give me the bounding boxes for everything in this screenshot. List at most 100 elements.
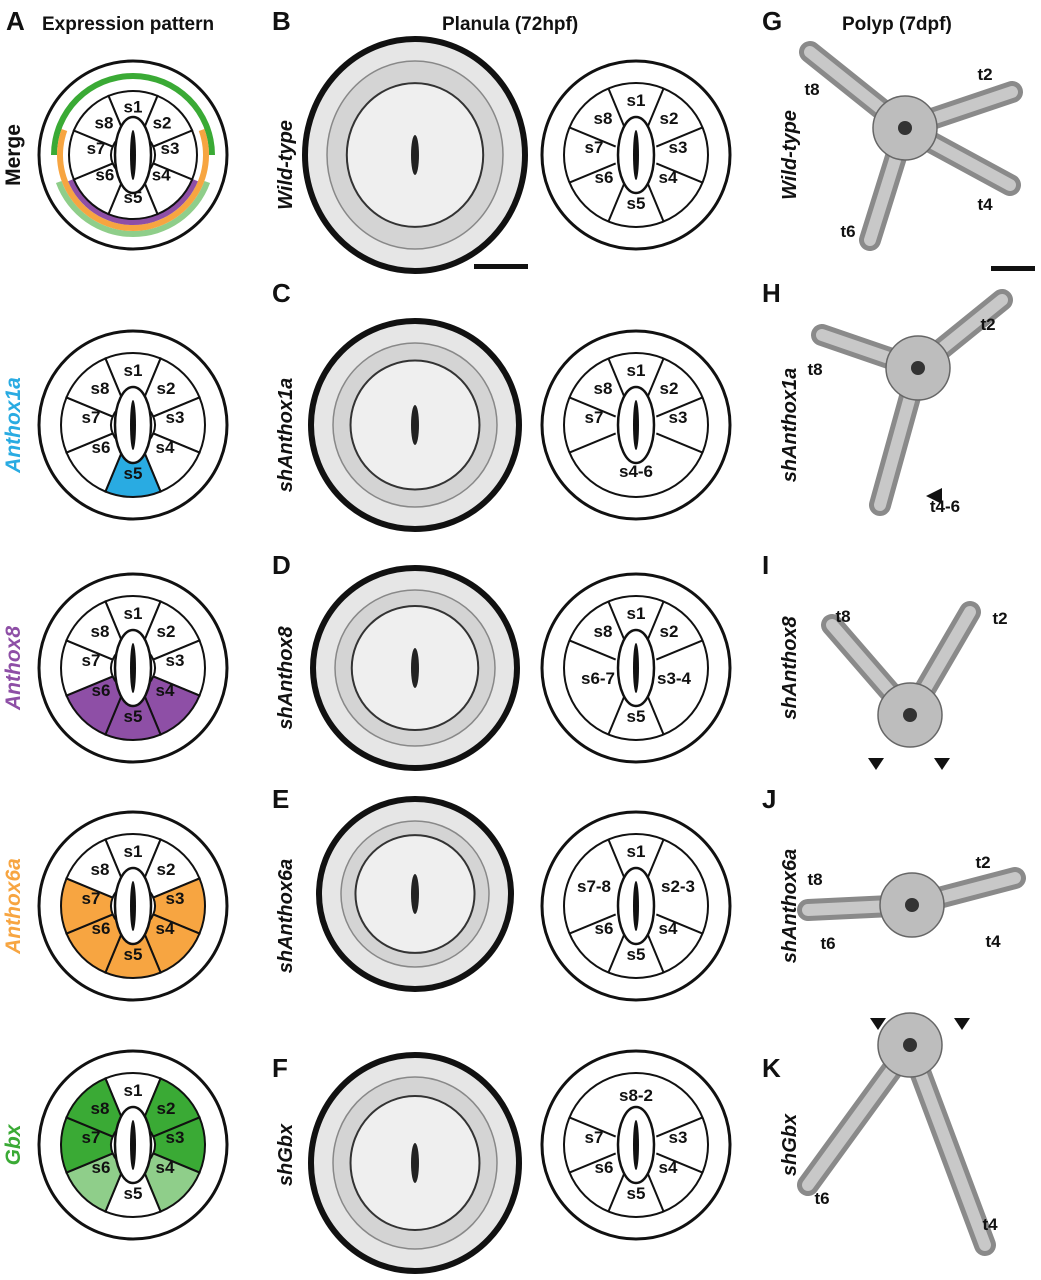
polyp-image-5: t6 t4 shGbx: [779, 1012, 998, 1256]
planula-genotype-label: shAnthox8: [275, 625, 297, 729]
planula-segment-label: s2-3: [661, 877, 695, 896]
planula-genotype-label: shAnthox6a: [275, 859, 297, 973]
planula-segment-label: s8-2: [619, 1086, 653, 1105]
planula-segment-label: s7: [585, 138, 604, 157]
panel-label-k: K: [762, 1053, 781, 1083]
planula-segment-label: s5: [627, 707, 646, 726]
expression-diagram-3: s1 s2 s3 s4 s5 s6 s7 s8: [37, 572, 229, 764]
planula-segment-label: s2: [660, 622, 679, 641]
panel-label-f: F: [272, 1053, 288, 1083]
planula-segment-label: s8: [594, 109, 613, 128]
tentacle-label: t4: [982, 1215, 998, 1234]
tentacle-label: t8: [804, 80, 819, 99]
expression-segment-label: s5: [124, 464, 143, 483]
row-label-expression: Gbx: [2, 1123, 25, 1165]
expression-2-mouth-slit: [130, 400, 136, 450]
expression-segment-label: s6: [92, 1158, 111, 1177]
expression-segment-label: s1: [124, 1081, 143, 1100]
header-planula: Planula (72hpf): [442, 14, 578, 35]
planula-segment-label: s3-4: [657, 669, 692, 688]
panel-label-b: B: [272, 6, 291, 36]
polyp-image-2: t8 t2 t4-6 shAnthox1a: [779, 289, 1013, 516]
planula-segment-label: s8: [594, 379, 613, 398]
planula-diagram-3-mouth-slit: [633, 643, 639, 693]
row-label-expression: Merge: [2, 124, 25, 186]
polyp-image-1: t8 t2 t4 t6 Wild-type: [779, 41, 1023, 251]
planula-diagram-2-mouth-slit: [633, 400, 639, 450]
planula-segment-label: s3: [669, 1128, 688, 1147]
expression-segment-label: s8: [91, 860, 110, 879]
row-label-expression: Anthox8: [2, 626, 25, 711]
planula-segment-label: s2: [660, 109, 679, 128]
expression-segment-label: s7: [82, 408, 101, 427]
planula-segment-label: s7: [585, 1128, 604, 1147]
polyp-genotype-label: shAnthox8: [779, 615, 801, 719]
expression-segment-label: s4: [156, 1158, 175, 1177]
planula-segment-label: s1: [627, 842, 646, 861]
expression-segment-label: s2: [157, 379, 176, 398]
tentacle-label: t2: [980, 315, 995, 334]
arrowhead-k-left: [870, 1018, 886, 1030]
tentacle-label: t2: [992, 609, 1007, 628]
expression-segment-label: s2: [153, 113, 172, 132]
planula-diagram-1: s1 s2 s3 s4 s5 s6 s7 s8: [540, 59, 732, 251]
expression-segment: [65, 1077, 126, 1138]
expression-segment-label: s3: [166, 1128, 185, 1147]
expression-segment-label: s1: [124, 98, 143, 117]
expression-segment-label: s4: [156, 438, 175, 457]
planula-segment-label: s6-7: [581, 669, 615, 688]
planula-genotype-label: Wild-type: [275, 120, 297, 210]
arrowhead-i-left: [868, 758, 884, 770]
planula-segment-label: s6: [595, 168, 614, 187]
planula-genotype-label: shAnthox1a: [275, 378, 297, 492]
header-polyp: Polyp (7dpf): [842, 14, 952, 35]
planula-segment-label: s7-8: [577, 877, 611, 896]
expression-segment-label: s4: [152, 165, 171, 184]
panel-label-i: I: [762, 550, 769, 580]
expression-diagram-4: s1 s2 s3 s4 s5 s6 s7 s8: [37, 810, 229, 1002]
planula-diagram-1-mouth-slit: [633, 130, 639, 180]
polyp-genotype-label: shGbx: [779, 1113, 801, 1176]
expression-segment-label: s6: [92, 681, 111, 700]
planula-segment-label: s5: [627, 194, 646, 213]
expression-segment-label: s1: [124, 604, 143, 623]
tentacle-label: t8: [835, 607, 850, 626]
expression-segment-label: s2: [157, 622, 176, 641]
tentacle-label: t8: [807, 360, 822, 379]
planula-diagram-5-mouth-slit: [633, 1120, 639, 1170]
expression-segment: [65, 357, 126, 418]
expression-1-mouth-slit: [130, 130, 136, 180]
expression-segment-label: s8: [94, 113, 113, 132]
merge-anthox8-band: [68, 178, 198, 225]
planula-segment-label: s7: [585, 408, 604, 427]
tentacle-label: t6: [814, 1189, 829, 1208]
panel-label-c: C: [272, 278, 291, 308]
planula-micrograph-5: shGbx: [275, 1052, 522, 1274]
expression-segment-label: s3: [166, 408, 185, 427]
tentacle-label: t6: [820, 934, 835, 953]
polyp-image-4: t8 t2 t6 t4 shAnthox6a: [779, 849, 1026, 963]
expression-segment-label: s7: [87, 139, 106, 158]
planula-segment-label: s1: [627, 361, 646, 380]
expression-segment-label: s8: [91, 1099, 110, 1118]
planula-segment-label: s4: [659, 1158, 678, 1177]
expression-segment: [65, 838, 126, 899]
expression-segment-label: s3: [160, 139, 179, 158]
expression-segment-label: s6: [92, 919, 111, 938]
planula-segment-label: s8: [594, 622, 613, 641]
expression-diagram-5: s1 s2 s3 s4 s5 s6 s7 s8: [37, 1049, 229, 1241]
expression-segment-label: s7: [82, 651, 101, 670]
expression-segment-label: s1: [124, 842, 143, 861]
planula-segment-label: s5: [627, 945, 646, 964]
expression-segment-label: s3: [166, 651, 185, 670]
arrowhead-h: [926, 488, 942, 504]
expression-segment-label: s8: [91, 622, 110, 641]
expression-segment-label: s7: [82, 1128, 101, 1147]
expression-segment-label: s2: [157, 860, 176, 879]
expression-segment: [72, 94, 126, 148]
expression-segment-label: s1: [124, 361, 143, 380]
expression-segment-label: s4: [156, 681, 175, 700]
panel-label-j: J: [762, 784, 776, 814]
